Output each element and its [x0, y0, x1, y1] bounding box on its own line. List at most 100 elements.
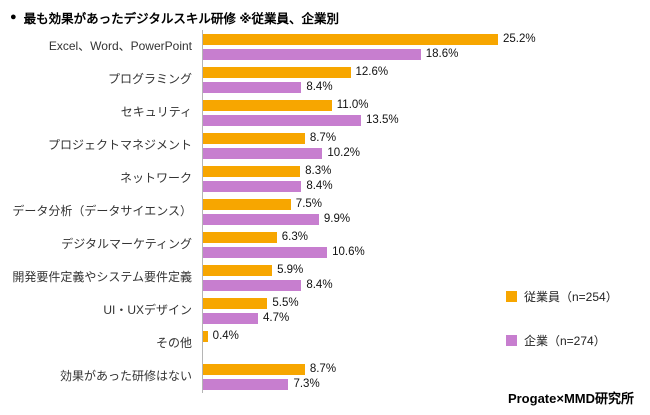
plot-area: 0.4%: [202, 327, 633, 360]
value-label: 4.7%: [263, 312, 290, 324]
value-label: 10.6%: [332, 246, 365, 258]
chart-row: 開発要件定義やシステム要件定義 5.9% 8.4%: [6, 261, 633, 294]
value-label: 8.7%: [309, 132, 337, 144]
category-label: Excel、Word、PowerPoint: [48, 38, 192, 53]
value-label: 25.2%: [503, 33, 536, 45]
value-label: 8.4%: [306, 81, 333, 93]
chart-row: セキュリティ 11.0% 13.5%: [6, 96, 633, 129]
bar-line-employee: 5.5%: [203, 297, 633, 310]
chart-row: プログラミング 12.6% 8.4%: [6, 63, 633, 96]
bar-line-employee: 7.5%: [203, 198, 633, 211]
bar-employee: [203, 132, 305, 144]
legend-item: 企業（n=274）: [506, 332, 618, 349]
bar-employee: [203, 198, 291, 210]
bar-employee: [203, 363, 305, 375]
bar-company: [203, 81, 302, 93]
bullet-icon: ●: [10, 11, 17, 23]
plot-area: 25.2% 18.6%: [202, 30, 633, 63]
category-label: 開発要件定義やシステム要件定義: [12, 269, 192, 284]
value-label: 5.9%: [277, 264, 304, 276]
value-label: 8.3%: [305, 165, 332, 177]
value-label: 18.6%: [425, 48, 459, 60]
chart-row: データ分析（データサイエンス） 7.5% 9.9%: [6, 195, 633, 228]
bar-line-employee: 5.9%: [203, 264, 633, 277]
bar-line-employee: 25.2%: [203, 33, 633, 46]
plot-area: 7.5% 9.9%: [202, 195, 633, 228]
value-label: 9.9%: [323, 213, 351, 225]
bar-line-employee: 6.3%: [203, 231, 633, 244]
legend: 従業員（n=254） 企業（n=274）: [506, 288, 618, 349]
legend-item: 従業員（n=254）: [506, 288, 618, 305]
value-label: 8.7%: [309, 363, 337, 375]
value-label: 7.3%: [293, 378, 320, 390]
plot-area: 6.3% 10.6%: [202, 228, 633, 261]
bar-line-employee: 11.0%: [203, 99, 633, 112]
bar-line-company: 8.4%: [203, 180, 633, 193]
category-label: プログラミング: [107, 71, 192, 86]
value-label: 6.3%: [281, 231, 308, 243]
chart-row: ネットワーク 8.3% 8.4%: [6, 162, 633, 195]
legend-swatch-icon: [506, 291, 517, 302]
chart-row: その他 0.4%: [6, 327, 633, 360]
category-label: プロジェクトマネジメント: [47, 137, 192, 152]
bar-employee: [203, 66, 351, 78]
plot-area: 5.9% 8.4%: [202, 261, 633, 294]
value-label: 0.4%: [212, 330, 239, 342]
category-label: ネットワーク: [119, 170, 192, 185]
plot-area: 12.6% 8.4%: [202, 63, 633, 96]
bar-company: [203, 147, 323, 159]
bar-line-company: 4.7%: [203, 312, 633, 325]
chart-row: UI・UXデザイン 5.5% 4.7%: [6, 294, 633, 327]
legend-swatch-icon: [506, 335, 517, 346]
bar-line-company: 7.3%: [203, 378, 633, 391]
bar-line-company: 10.6%: [203, 246, 633, 259]
bar-line-company: 13.5%: [203, 114, 633, 127]
chart-title-row: ● 最も効果があったデジタルスキル研修 ※従業員、企業別: [10, 8, 339, 27]
bar-company: [203, 246, 328, 258]
bar-employee: [203, 99, 332, 111]
page-title: 最も効果があったデジタルスキル研修 ※従業員、企業別: [23, 12, 340, 26]
bar-company: [203, 279, 302, 291]
value-label: 10.2%: [327, 147, 360, 159]
value-label: 7.5%: [295, 198, 323, 210]
value-label: 11.0%: [336, 99, 369, 111]
chart-row: デジタルマーケティング 6.3% 10.6%: [6, 228, 633, 261]
bar-employee: [203, 33, 498, 45]
plot-area: 8.7% 7.3%: [202, 360, 633, 393]
bar-company: [203, 180, 302, 192]
bar-line-company: 8.4%: [203, 81, 633, 94]
bar-line-employee: 0.4%: [203, 330, 633, 343]
bar-line-company: 10.2%: [203, 147, 633, 160]
bar-employee: [203, 165, 301, 177]
plot-area: 5.5% 4.7%: [202, 294, 633, 327]
bar-company: [203, 213, 319, 225]
value-label: 5.5%: [272, 297, 299, 309]
bar-company: [203, 114, 362, 126]
value-label: 8.4%: [306, 279, 333, 291]
chart-row: 効果があった研修はない 8.7% 7.3%: [6, 360, 633, 393]
category-label: データ分析（データサイエンス）: [12, 203, 192, 218]
chart-row: プロジェクトマネジメント 8.7% 10.2%: [6, 129, 633, 162]
category-label: セキュリティ: [120, 104, 192, 119]
plot-area: 8.7% 10.2%: [202, 129, 633, 162]
value-label: 13.5%: [366, 114, 399, 126]
category-label: UI・UXデザイン: [103, 302, 192, 317]
plot-area: 11.0% 13.5%: [202, 96, 633, 129]
bar-company: [203, 48, 421, 60]
legend-label: 従業員（n=254）: [524, 290, 618, 304]
footer-credit: Progate×MMD研究所: [507, 391, 634, 406]
bar-line-company: 8.4%: [203, 279, 633, 292]
bar-line-employee: 8.3%: [203, 165, 633, 178]
bar-chart: Excel、Word、PowerPoint 25.2% 18.6% プログラミング 12…: [6, 30, 633, 393]
category-label: 効果があった研修はない: [59, 368, 192, 383]
category-label: デジタルマーケティング: [61, 236, 192, 251]
bar-line-company: 18.6%: [203, 48, 633, 61]
bar-line-company: 9.9%: [203, 213, 633, 226]
legend-label: 企業（n=274）: [524, 334, 606, 348]
chart-row: Excel、Word、PowerPoint 25.2% 18.6%: [6, 30, 633, 63]
category-label: その他: [155, 335, 192, 350]
bar-company: [203, 312, 259, 324]
bar-line-employee: 12.6%: [203, 66, 633, 79]
bar-employee: [203, 330, 208, 342]
